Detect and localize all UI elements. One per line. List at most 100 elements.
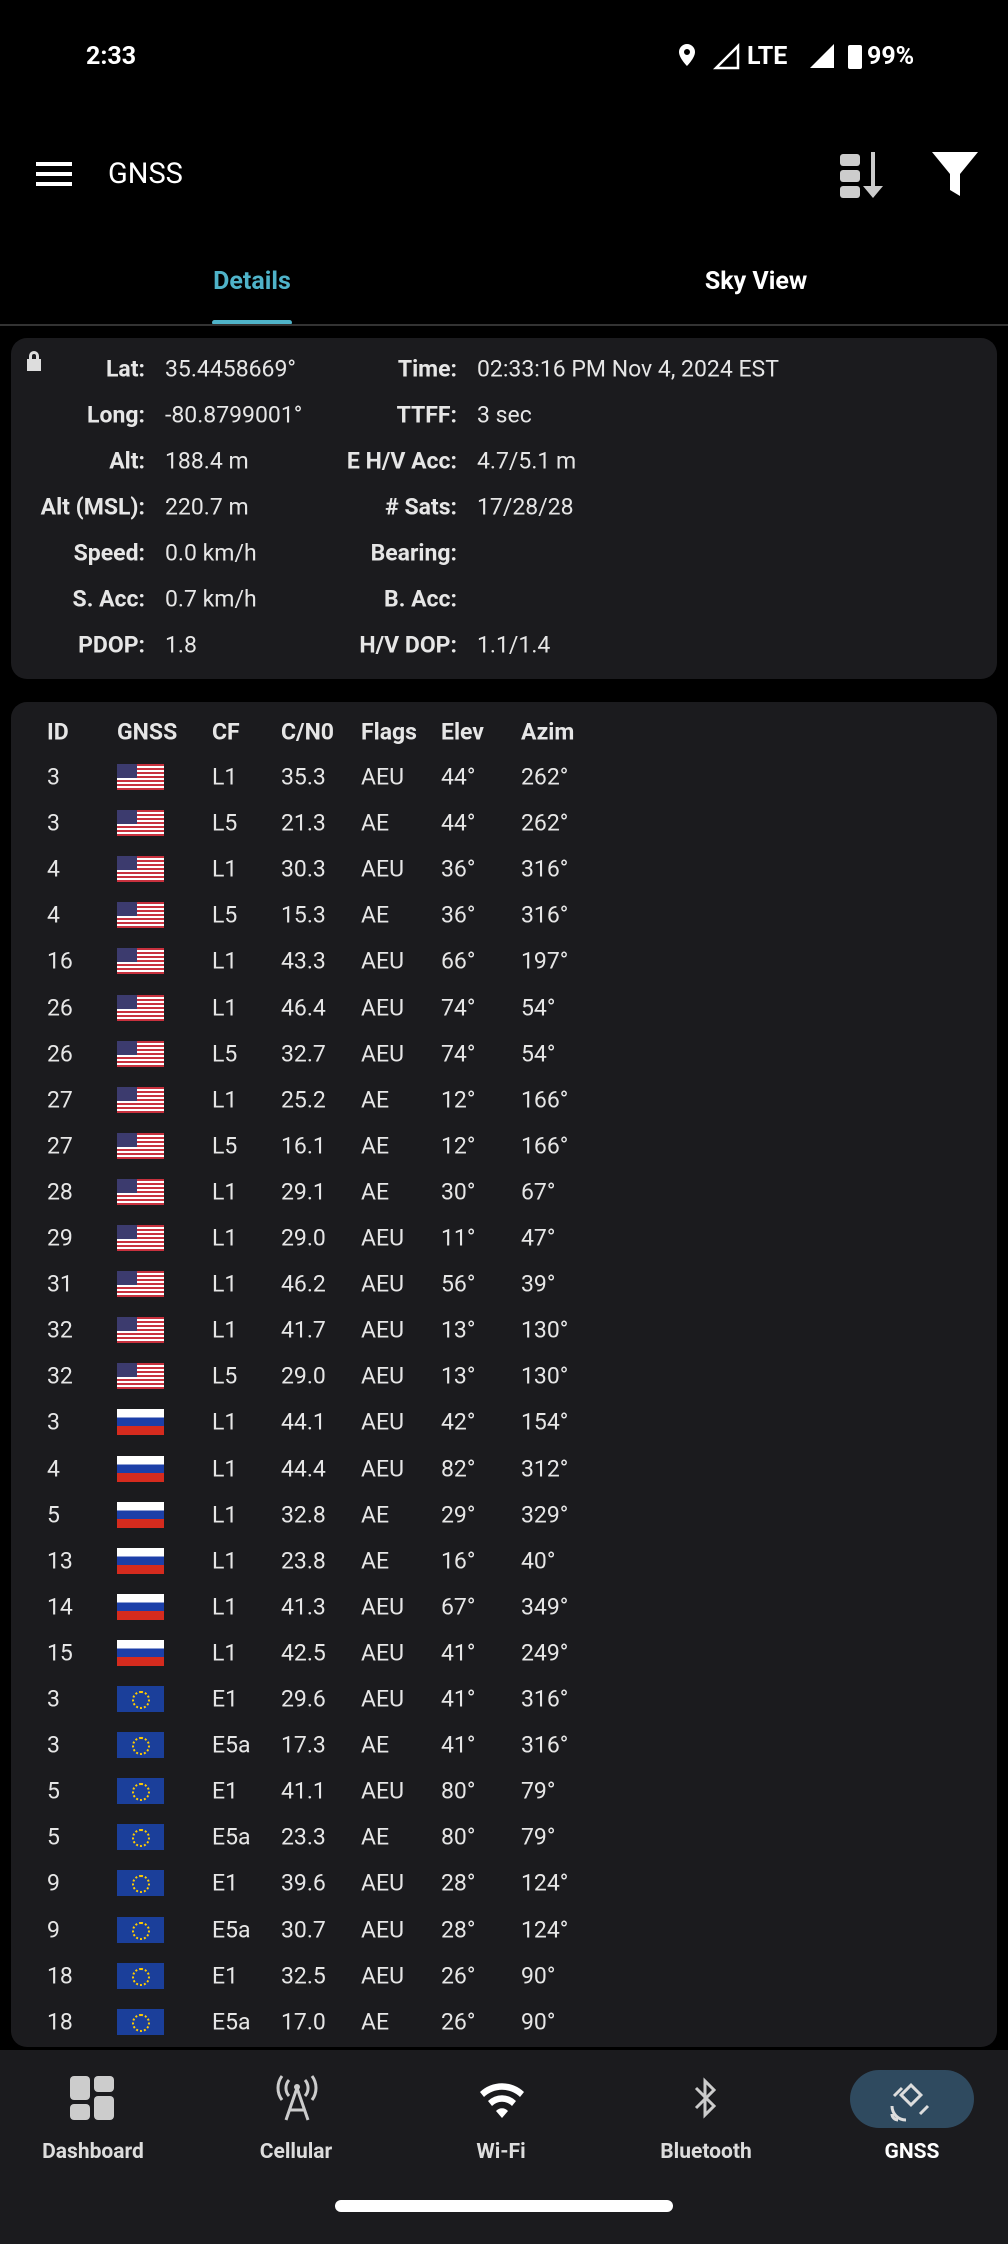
table-cell: 30.7 (281, 1916, 326, 1943)
table-cell: L1 (212, 1316, 238, 1344)
detail-label: Bearing: (370, 539, 457, 567)
table-cell: 29° (441, 1501, 476, 1529)
flag (117, 2008, 164, 2035)
table-cell: 27 (47, 1086, 73, 1114)
table-cell: AEU (361, 947, 404, 975)
table-cell: L1 (212, 1639, 238, 1667)
flag (117, 1271, 164, 1298)
table-cell: 13 (47, 1547, 73, 1575)
flag (117, 1962, 164, 1989)
flag (117, 764, 164, 790)
table-cell: 316° (521, 1731, 569, 1759)
table-cell: 29.0 (281, 1362, 326, 1390)
detail-value: 17/28/28 (477, 493, 574, 521)
table-cell: 32.8 (281, 1501, 326, 1529)
status-icons (679, 42, 862, 70)
table-header: CF (212, 718, 240, 746)
flag (117, 1870, 164, 1897)
table-cell: L1 (212, 1593, 238, 1621)
detail-label: S. Acc: (72, 585, 145, 613)
table-cell: 56° (441, 1270, 476, 1298)
table-cell: AE (361, 901, 390, 929)
table-cell: 12° (441, 1086, 476, 1114)
table-cell: 5 (47, 1501, 60, 1529)
table-cell: L1 (212, 947, 238, 975)
table-cell: 16 (47, 947, 73, 975)
table-cell: 44° (441, 763, 476, 791)
table-cell: L1 (212, 1455, 238, 1482)
detail-label: Time: (397, 355, 457, 383)
table-cell: 74° (441, 994, 476, 1021)
table-cell: AEU (361, 1455, 404, 1482)
table-cell: AE (361, 1823, 390, 1851)
flag (117, 1409, 164, 1436)
table-cell: 29.6 (281, 1685, 326, 1713)
table-cell: 13° (441, 1362, 476, 1390)
table-cell: AEU (361, 1593, 404, 1621)
table-cell: L5 (212, 901, 238, 929)
table-header: GNSS (117, 718, 178, 746)
detail-label: H/V DOP: (359, 631, 457, 659)
table-cell: 3 (47, 763, 60, 791)
table-cell: L1 (212, 1501, 238, 1529)
table-cell: 41° (441, 1685, 476, 1713)
flag (117, 1040, 164, 1067)
table-cell: 41° (441, 1639, 476, 1667)
table-cell: 262° (521, 763, 569, 791)
table-cell: AEU (361, 1270, 404, 1298)
table-cell: 90° (521, 2008, 556, 2036)
table-cell: 349° (521, 1593, 569, 1621)
table-cell: 79° (521, 1823, 556, 1851)
lock-icon (27, 351, 41, 371)
status-time: 2:33 (86, 42, 137, 71)
app-title: GNSS (108, 157, 183, 191)
table-cell: L1 (212, 763, 238, 791)
dashboard-icon[interactable] (70, 2076, 116, 2122)
table-cell: AE (361, 1731, 390, 1759)
detail-label: Alt (MSL): (40, 493, 145, 521)
table-cell: 27 (47, 1132, 73, 1160)
nav-label[interactable]: Wi-Fi (476, 2140, 526, 2164)
nav-label[interactable]: GNSS (884, 2140, 940, 2164)
flag (117, 1317, 164, 1344)
bluetooth-icon[interactable] (690, 2074, 722, 2122)
table-cell: 5 (47, 1823, 60, 1851)
table-cell: 31 (47, 1270, 73, 1298)
cellular-icon[interactable] (272, 2074, 322, 2122)
table-cell: E1 (212, 1777, 238, 1805)
flag (117, 810, 164, 837)
filter-button[interactable] (930, 150, 980, 198)
tab-details[interactable]: Details (213, 267, 291, 296)
table-cell: 25.2 (281, 1086, 326, 1114)
table-cell: L1 (212, 1086, 238, 1114)
wifi-icon[interactable] (478, 2080, 526, 2120)
table-cell: 66° (441, 947, 476, 975)
table-cell: L5 (212, 809, 238, 837)
tab-sky-view[interactable]: Sky View (704, 267, 808, 296)
table-cell: 41.1 (281, 1777, 326, 1805)
sort-button[interactable] (838, 148, 888, 200)
table-cell: L1 (212, 1178, 238, 1206)
table-cell: 74° (441, 1040, 476, 1068)
nav-label[interactable]: Cellular (259, 2140, 333, 2164)
nav-label[interactable]: Bluetooth (660, 2140, 752, 2164)
table-cell: L1 (212, 855, 238, 883)
table-cell: 30.3 (281, 855, 326, 883)
table-cell: E5a (212, 1916, 251, 1943)
table-cell: 9 (47, 1916, 60, 1943)
table-cell: 26 (47, 1040, 73, 1068)
table-cell: AEU (361, 1869, 404, 1897)
table-cell: 15.3 (281, 901, 326, 929)
nav-label[interactable]: Dashboard (42, 2140, 144, 2164)
flag (117, 1363, 164, 1390)
table-cell: AEU (361, 1685, 404, 1713)
menu-button[interactable] (36, 160, 74, 188)
table-cell: 41.3 (281, 1593, 326, 1621)
table-cell: 28° (441, 1916, 476, 1943)
gnss-icon[interactable] (888, 2076, 936, 2124)
table-cell: AEU (361, 1916, 404, 1943)
detail-value: 35.4458669° (165, 355, 296, 383)
table-cell: 30° (441, 1178, 476, 1206)
table-cell: 17.3 (281, 1731, 326, 1759)
table-cell: 90° (521, 1962, 556, 1990)
